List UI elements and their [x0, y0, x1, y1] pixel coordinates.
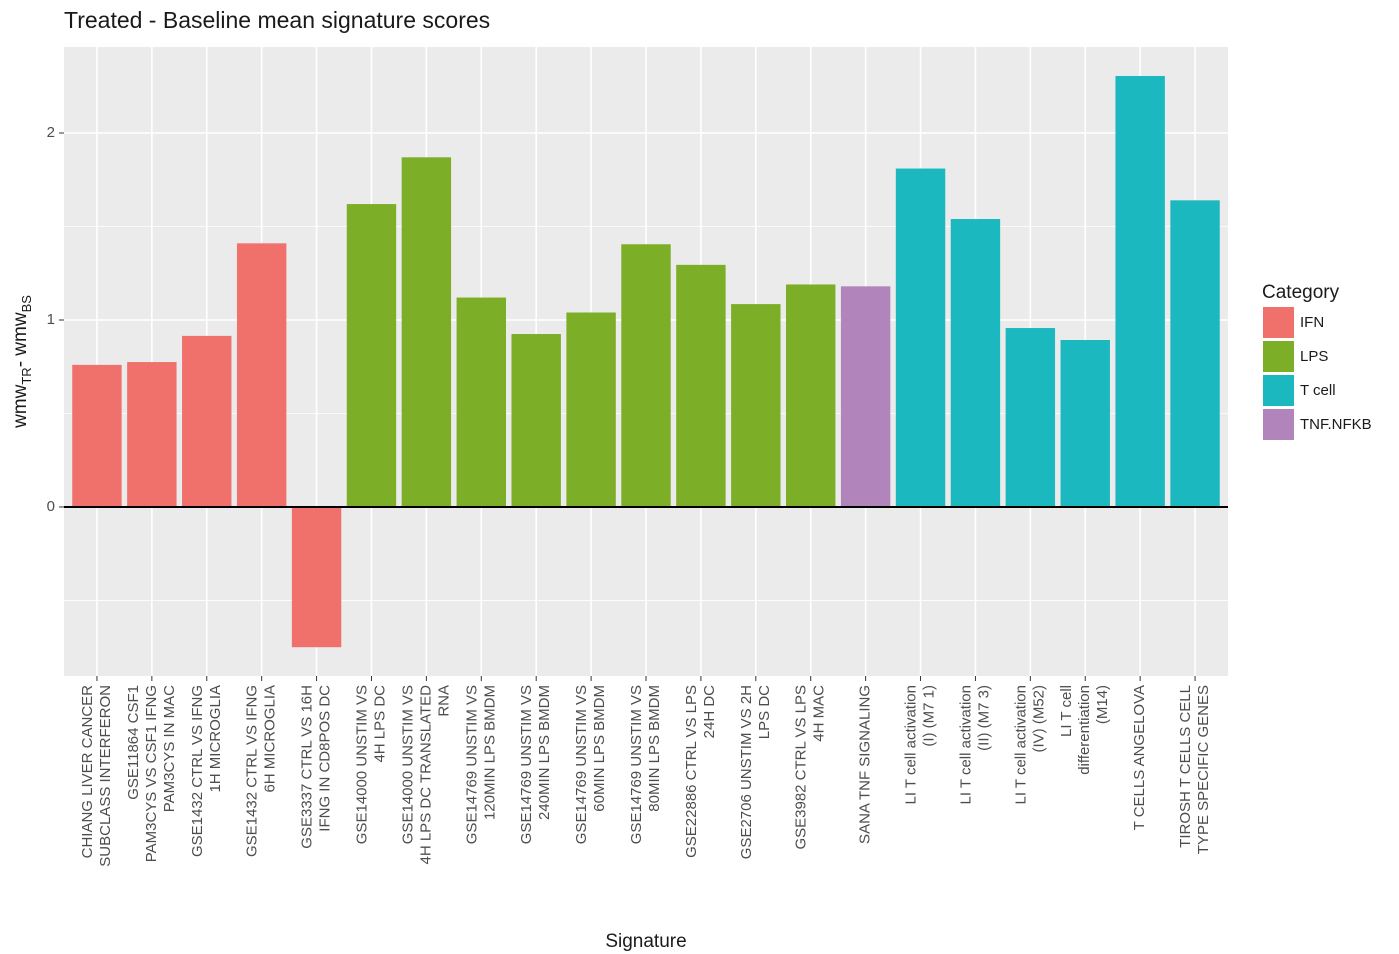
bar	[72, 364, 122, 507]
x-axis-title: Signature	[605, 931, 686, 952]
bar	[511, 334, 561, 507]
x-tick-label: SANA TNF SIGNALING	[857, 685, 874, 844]
x-tick-label: GSE14769 UNSTIM VS120MIN LPS BMDM	[463, 685, 498, 844]
x-tick-label: GSE14000 UNSTIM VS4H LPS DC	[353, 685, 388, 844]
legend-label: LPS	[1300, 348, 1328, 365]
y-axis-title-part: - wmw	[10, 312, 31, 367]
bar	[401, 157, 452, 507]
bar	[676, 264, 726, 507]
bar	[1115, 75, 1165, 507]
x-tick-label: LI T celldifferentiation(M14)	[1058, 685, 1111, 775]
bar	[566, 312, 616, 507]
x-tick-label: GSE2706 UNSTIM VS 2HLPS DC	[738, 685, 773, 859]
x-tick-label: GSE11864 CSF1PAM3CYS VS CSF1 IFNGPAM3CYS…	[125, 685, 178, 862]
bar	[1005, 328, 1056, 507]
x-tick-label: GSE14769 UNSTIM VS80MIN LPS BMDM	[628, 685, 663, 844]
x-tick-label: TIROSH T CELLS CELLTYPE SPECIFIC GENES	[1177, 685, 1212, 854]
bar	[840, 286, 891, 507]
bar	[621, 244, 671, 507]
x-tick-label: GSE14769 UNSTIM VS60MIN LPS BMDM	[573, 685, 608, 844]
bar	[731, 304, 781, 507]
x-tick-label: GSE1432 CTRL VS IFNG6H MICROGLIA	[244, 685, 279, 857]
x-tick-label: GSE22886 CTRL VS LPS24H DC	[683, 685, 718, 858]
bar	[236, 243, 287, 507]
y-axis-title-part: wmw	[10, 384, 31, 429]
bar	[291, 506, 342, 648]
bar	[346, 204, 397, 507]
y-tick-label: 0	[47, 498, 55, 515]
x-tick-label: GSE3337 CTRL VS 16HIFNG IN CD8POS DC	[299, 685, 334, 849]
y-tick-label: 1	[47, 311, 55, 328]
y-axis-title: wmwTR- wmwBS	[10, 295, 34, 429]
bar	[182, 335, 232, 507]
bar	[127, 362, 177, 507]
x-tick-label: CHIANG LIVER CANCERSUBCLASS INTERFERON	[79, 685, 114, 867]
legend-label: T cell	[1300, 382, 1336, 399]
legend-key	[1263, 409, 1294, 440]
x-tick-label: LI T cell activation(II) (M7 3)	[957, 685, 992, 805]
bar	[895, 168, 946, 507]
legend-label: TNF.NFKB	[1300, 416, 1372, 433]
x-tick-label: GSE14000 UNSTIM VS4H LPS DC TRANSLATEDRN…	[399, 685, 452, 865]
x-tick-label: GSE1432 CTRL VS IFNG1H MICROGLIA	[189, 685, 224, 857]
x-tick-label: LI T cell activation(IV) (M52)	[1012, 685, 1047, 805]
y-tick-label: 2	[47, 124, 55, 141]
bar	[950, 219, 1001, 507]
bar	[1060, 339, 1110, 507]
x-tick-label: GSE14769 UNSTIM VS240MIN LPS BMDM	[518, 685, 553, 844]
bar	[456, 297, 506, 507]
x-tick-label: T CELLS ANGELOVA	[1131, 685, 1148, 830]
y-axis-title-part: BS	[19, 295, 34, 313]
legend-key	[1263, 341, 1294, 372]
x-tick-label: LI T cell activation(I) (M7 1)	[902, 685, 937, 805]
legend-title: Category	[1262, 282, 1340, 303]
chart-title: Treated - Baseline mean signature scores	[64, 7, 490, 33]
legend-key	[1263, 307, 1294, 338]
bar	[1170, 200, 1220, 507]
y-axis-title-part: TR	[19, 367, 34, 384]
legend-label: IFN	[1300, 314, 1324, 331]
legend-key	[1263, 375, 1294, 406]
bar	[786, 284, 836, 507]
x-tick-label: GSE3982 CTRL VS LPS4H MAC	[793, 685, 828, 850]
